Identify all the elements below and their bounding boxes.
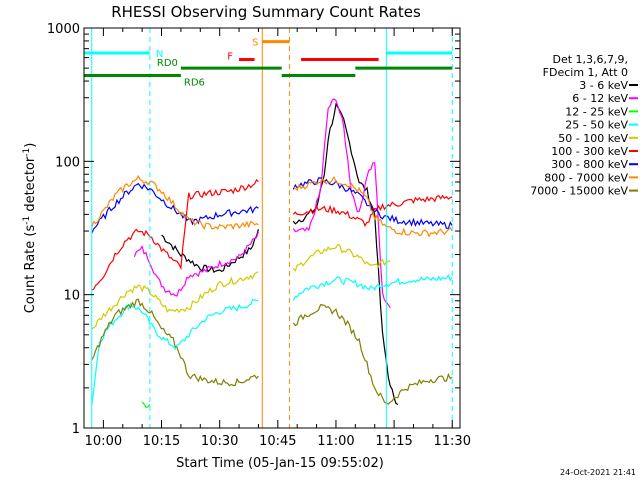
status-label-rd6: RD6 <box>184 78 205 89</box>
series-line-0 <box>161 102 399 406</box>
series-line-7 <box>91 175 453 238</box>
x-tick-label: 10:15 <box>143 434 180 449</box>
timestamp: 24-Oct-2021 21:41 <box>560 468 636 477</box>
legend-entry-label: 25 - 50 keV <box>565 119 628 132</box>
y-label-mid: detector <box>23 156 38 216</box>
x-tick-label: 10:00 <box>85 434 122 449</box>
x-tick-label: 11:00 <box>317 434 354 449</box>
status-label-rd0: RD0 <box>157 58 178 69</box>
x-tick-label: 10:45 <box>259 434 296 449</box>
y-tick-label: 10 <box>63 289 80 304</box>
x-tick-label: 11:15 <box>375 434 412 449</box>
y-tick-label: 100 <box>55 155 80 170</box>
status-label-n: N <box>156 49 163 60</box>
status-label-f: F <box>227 52 233 63</box>
x-axis-label: Start Time (05-Jan-15 09:55:02) <box>176 456 384 471</box>
y-label-sup1: -1 <box>22 216 32 225</box>
legend-entry-label: 3 - 6 keV <box>579 79 628 92</box>
y-tick-label: 1000 <box>47 22 80 37</box>
y-label-end: ) <box>23 143 38 148</box>
y-label-main: Count Rate (s <box>23 225 38 314</box>
chart-title: RHESSI Observing Summary Count Rates <box>111 3 421 21</box>
y-tick-label: 1 <box>72 422 80 437</box>
x-tick-label: 11:30 <box>434 434 471 449</box>
x-tick-label: 10:30 <box>201 434 238 449</box>
legend-header-line: Det 1,3,6,7,9, <box>552 53 628 66</box>
legend-entry-label: 100 - 300 keV <box>551 145 628 158</box>
series-line-8 <box>91 298 453 405</box>
legend-entry-label: 300 - 800 keV <box>551 158 628 171</box>
axes: 10:00 10:15 10:30 10:45 11:00 11:15 11:30 1 10 10… <box>47 22 471 449</box>
series-line-4 <box>91 243 391 330</box>
legend-entry-label: 800 - 7000 keV <box>544 171 628 184</box>
series-line-3 <box>91 273 453 405</box>
status-label-s: S <box>252 38 258 49</box>
y-label-sup2: -1 <box>22 148 32 157</box>
legend-entry-label: 50 - 100 keV <box>558 132 628 145</box>
series-line-5 <box>91 179 453 291</box>
plot-area <box>91 98 453 408</box>
legend-entry-label: 7000 - 15000 keV <box>530 185 628 198</box>
series-line-2 <box>141 401 151 408</box>
legend-entry-label: 12 - 25 keV <box>565 105 628 118</box>
annotation-layer: N S F RD0 RD6 <box>84 28 453 428</box>
plot-frame <box>83 27 461 429</box>
series-line-1 <box>133 98 391 308</box>
legend-entry-label: 6 - 12 keV <box>572 92 628 105</box>
legend: Det 1,3,6,7,9,FDecim 1, Att 03 - 6 keV6 … <box>530 53 638 198</box>
legend-header-line: FDecim 1, Att 0 <box>543 66 628 79</box>
y-axis-label: Count Rate (s-1 detector-1) <box>22 143 38 314</box>
